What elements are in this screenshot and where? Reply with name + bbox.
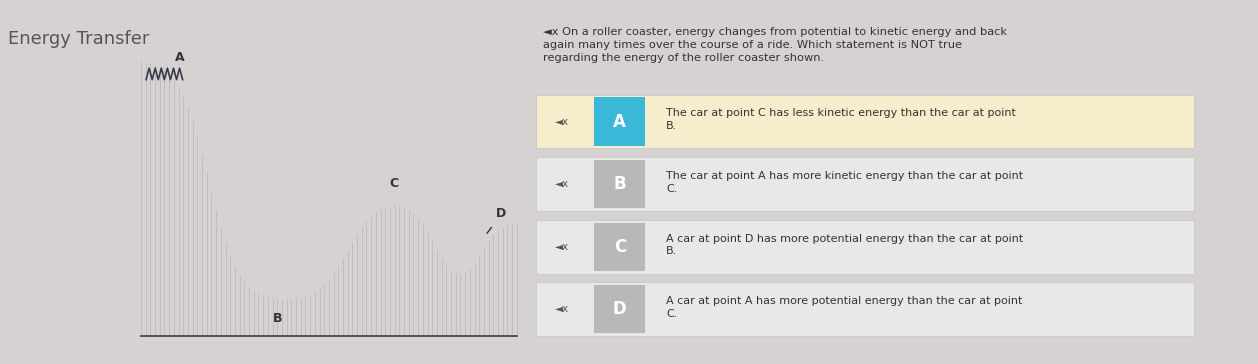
Text: D: D [613, 300, 626, 318]
Text: A: A [175, 51, 185, 64]
FancyBboxPatch shape [594, 285, 645, 333]
Text: ◄x: ◄x [555, 242, 569, 252]
Text: ◄x On a roller coaster, energy changes from potential to kinetic energy and back: ◄x On a roller coaster, energy changes f… [542, 27, 1006, 63]
FancyBboxPatch shape [594, 222, 645, 271]
Text: A: A [614, 112, 626, 131]
FancyBboxPatch shape [536, 95, 1194, 149]
FancyBboxPatch shape [594, 160, 645, 208]
Text: B: B [614, 175, 626, 193]
Text: Energy Transfer: Energy Transfer [8, 30, 150, 48]
FancyBboxPatch shape [536, 282, 1194, 336]
Text: D: D [496, 207, 506, 220]
FancyBboxPatch shape [536, 157, 1194, 211]
Text: A car at point D has more potential energy than the car at point
B.: A car at point D has more potential ener… [665, 234, 1023, 256]
Text: C: C [614, 238, 626, 256]
Text: C: C [390, 177, 399, 190]
Text: ◄x: ◄x [555, 179, 569, 189]
Text: ◄x: ◄x [555, 304, 569, 314]
Text: B: B [273, 312, 282, 325]
FancyBboxPatch shape [536, 220, 1194, 274]
FancyBboxPatch shape [594, 98, 645, 146]
Text: The car at point C has less kinetic energy than the car at point
B.: The car at point C has less kinetic ener… [665, 108, 1016, 131]
Text: ◄x: ◄x [555, 116, 569, 127]
Text: A car at point A has more potential energy than the car at point
C.: A car at point A has more potential ener… [665, 296, 1023, 319]
Text: The car at point A has more kinetic energy than the car at point
C.: The car at point A has more kinetic ener… [665, 171, 1023, 194]
